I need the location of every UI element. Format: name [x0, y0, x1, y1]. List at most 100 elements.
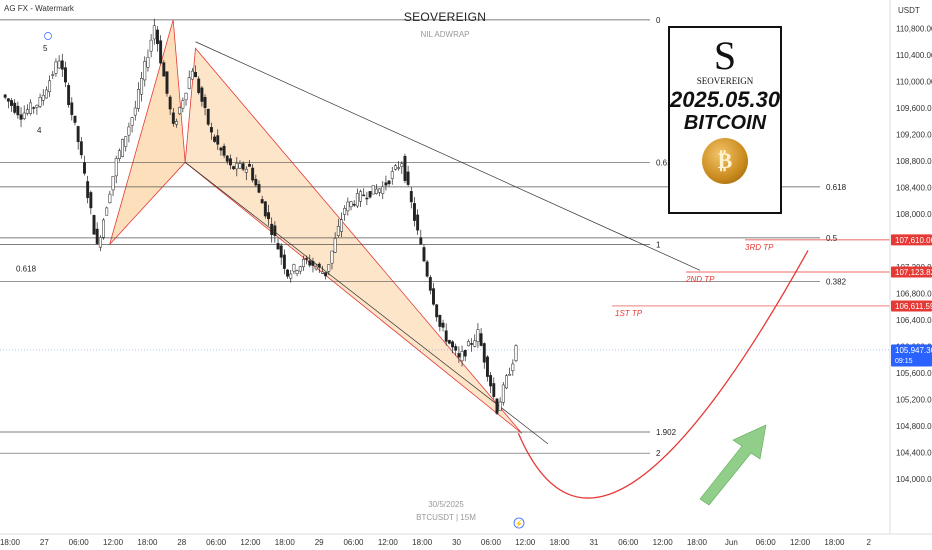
wave-label: 5 — [43, 44, 48, 53]
price-axis-tick: 109,200.00 — [896, 131, 932, 140]
candle-body — [498, 401, 502, 411]
candle-body — [16, 105, 20, 116]
fib-level-label: 0.5 — [826, 234, 838, 243]
lightning-icon — [513, 517, 525, 529]
candle-body — [387, 180, 391, 185]
candle-body — [435, 304, 439, 318]
candle-body — [13, 102, 17, 113]
candle-body — [181, 100, 185, 109]
candle-body — [98, 237, 102, 248]
candle-body — [476, 329, 480, 342]
price-axis-tick: 104,000.00 — [896, 475, 932, 484]
candle-body — [511, 363, 515, 371]
candle-body — [422, 247, 426, 262]
candle-body — [340, 219, 343, 232]
candle-body — [76, 126, 80, 142]
price-tag — [891, 300, 932, 312]
time-axis-tick: 06:00 — [618, 538, 639, 547]
candle-body — [121, 139, 125, 157]
fib-level-label: 0.618 — [826, 183, 847, 192]
watermark-symbol: BTCUSDT | 15M — [416, 513, 476, 522]
time-axis-tick: 27 — [40, 538, 49, 547]
candle-body — [73, 115, 77, 123]
price-axis-tick: 105,200.00 — [896, 396, 932, 405]
candle-body — [64, 67, 67, 83]
candle-body — [203, 97, 207, 108]
candle-body — [273, 225, 277, 236]
price-tag — [891, 266, 932, 278]
candle-body — [143, 61, 147, 81]
candle-body — [321, 271, 324, 274]
candle-body — [209, 127, 213, 133]
candle-body — [111, 176, 115, 191]
watermark-date: 30/5/2025 — [428, 500, 464, 509]
candle-body — [19, 114, 23, 120]
time-axis-tick: 29 — [315, 538, 324, 547]
time-axis-tick: 06:00 — [206, 538, 227, 547]
candle-body — [213, 136, 217, 142]
candle-body — [41, 94, 45, 101]
candle-body — [365, 197, 369, 200]
pattern-triangle-2 — [184, 47, 523, 434]
candle-body — [289, 273, 293, 279]
candle-body — [317, 263, 321, 268]
candle-body — [460, 351, 464, 362]
candle-body — [479, 333, 483, 346]
pattern-triangle-1 — [109, 19, 186, 245]
candle-body — [260, 199, 264, 204]
candle-body — [165, 71, 169, 94]
candle-body — [162, 62, 166, 77]
price-tag — [891, 234, 932, 246]
candle-body — [29, 102, 33, 114]
price-tag — [891, 344, 932, 367]
candle-body — [146, 57, 150, 68]
price-axis-tick: 105,600.00 — [896, 369, 932, 378]
time-axis-tick: 18:00 — [412, 538, 433, 547]
candle-body — [508, 373, 512, 376]
candle-body — [463, 350, 467, 357]
candle-body — [70, 102, 74, 115]
price-axis-tick: 106,400.00 — [896, 316, 932, 325]
candle-body — [428, 277, 432, 291]
watermark-top: NIL ADWRAP — [420, 30, 469, 39]
candle-body — [282, 254, 286, 269]
candle-body — [419, 237, 423, 245]
candle-body — [267, 212, 270, 220]
time-axis-tick: 18:00 — [0, 538, 21, 547]
chart-corner-label: AG FX - Watermark — [4, 4, 74, 13]
candle-body — [51, 74, 55, 76]
candle-body — [279, 245, 283, 258]
candle-body — [355, 193, 359, 207]
price-tag-value: 107,123.82 — [895, 268, 932, 277]
candle-body — [359, 191, 362, 202]
projection-curve — [517, 250, 809, 499]
time-axis-tick: 31 — [589, 538, 598, 547]
candle-body — [127, 126, 131, 136]
candle-body — [295, 270, 299, 274]
candle-body — [6, 98, 10, 102]
time-axis-tick: 06:00 — [756, 538, 777, 547]
candle-body — [219, 147, 223, 151]
time-axis-tick: 12:00 — [103, 538, 124, 547]
candle-body — [298, 266, 302, 272]
time-axis-tick: 12:00 — [378, 538, 399, 547]
fib-level-label: 0.618 — [656, 158, 677, 167]
candle-body — [349, 201, 353, 208]
candle-body — [38, 97, 42, 107]
candle-body — [124, 136, 128, 147]
time-axis-tick: 06:00 — [343, 538, 364, 547]
candle-body — [95, 228, 99, 244]
wave-label: 4 — [37, 126, 42, 135]
candle-body — [438, 314, 442, 327]
candle-body — [225, 155, 229, 162]
candle-body — [409, 191, 413, 203]
candle-body — [400, 163, 404, 167]
candle-body — [444, 330, 448, 342]
candle-body — [489, 375, 493, 387]
trendline-upper — [195, 41, 701, 271]
time-axis-tick: 18:00 — [824, 538, 845, 547]
logo-symbol: BITCOIN — [683, 112, 767, 134]
candle-body — [206, 108, 210, 125]
price-axis-tick: 110,800.00 — [896, 25, 932, 34]
